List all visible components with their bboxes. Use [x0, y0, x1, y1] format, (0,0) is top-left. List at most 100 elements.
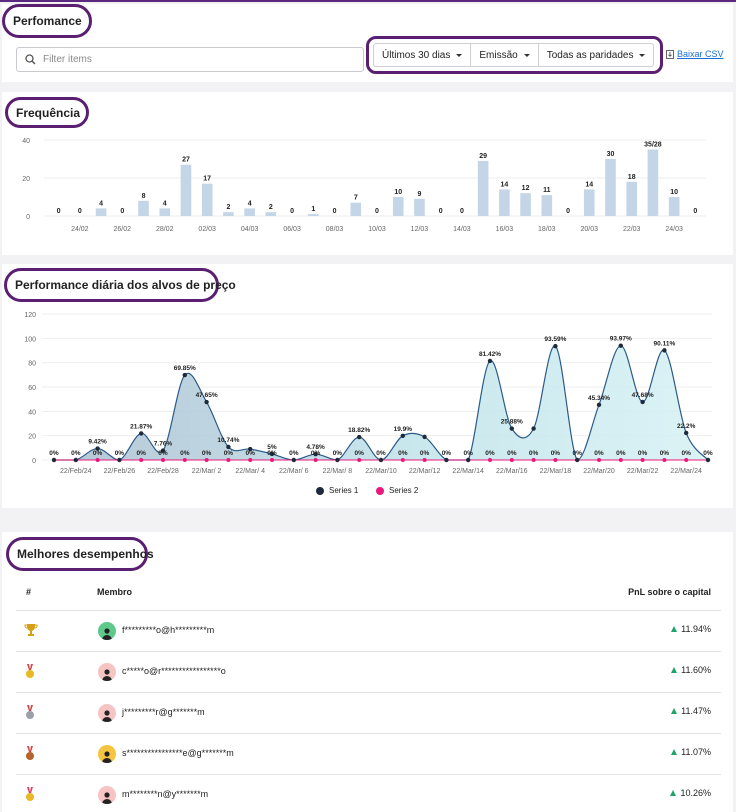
member-email: m********n@y*******m [122, 789, 209, 799]
series-2-point [248, 458, 253, 462]
legend-label: Series 2 [389, 486, 419, 495]
series-1-point [182, 372, 187, 378]
bar-value-label: 0 [439, 208, 443, 215]
series-2-data-label: 0% [267, 450, 277, 457]
download-csv-link[interactable]: Baixar CSV [666, 49, 724, 59]
bar-value-label: 0 [460, 208, 464, 215]
series-2-point [313, 458, 318, 462]
series-2-point [357, 458, 362, 462]
series-2-data-label: 0% [158, 450, 168, 457]
bar-value-label: 9 [417, 191, 421, 198]
emission-dropdown[interactable]: Emissão [470, 43, 539, 67]
period-dropdown[interactable]: Últimos 30 dias [373, 43, 472, 67]
search-input[interactable] [43, 54, 343, 65]
top-accent-line [0, 0, 736, 2]
bar-value-label: 0 [693, 208, 697, 215]
member-email: s****************e@g*******m [122, 748, 234, 758]
series-1-point [662, 348, 667, 353]
series-2-data-label: 0% [115, 450, 125, 457]
x-tick-label: 24/02 [71, 226, 89, 233]
series-2-point [618, 458, 623, 462]
bar-value-label: 10 [394, 189, 402, 196]
series-2-data-label: 0% [245, 450, 255, 457]
pnl-text: 11.47% [681, 706, 711, 716]
series-1-point [73, 457, 79, 463]
x-tick-label: 22/Mar/ 8 [323, 468, 353, 475]
member-email: f*********o@h*********m [122, 625, 215, 635]
performance-card: Performance diária dos alvos de preço 0 2… [2, 264, 733, 508]
bar [180, 164, 192, 216]
series-1-point [466, 457, 471, 463]
bar-value-label: 2 [269, 204, 273, 211]
series-2-point [270, 458, 274, 462]
series-1-point [51, 457, 57, 463]
table-row[interactable]: m********n@y*******m 10.26% [16, 774, 721, 812]
bar-value-label: 4 [163, 200, 167, 207]
bar-value-label: 2 [226, 204, 230, 211]
series-1-point [139, 431, 144, 436]
series-2-data-label: 0% [703, 450, 713, 457]
series-1-point [487, 358, 493, 364]
table-row[interactable]: j*********r@g*******m 11.47% [16, 692, 721, 733]
bar [499, 189, 510, 216]
bar [520, 193, 531, 216]
period-dropdown-label: Últimos 30 dias [382, 49, 451, 61]
series-1-data-label: 93.97% [610, 336, 632, 343]
series-2-data-label: 0% [681, 450, 691, 457]
member-email: c*****o@r*****************o [122, 666, 226, 676]
y-tick-label: 0 [32, 458, 36, 465]
x-tick-label: 18/03 [538, 226, 556, 233]
series-1-area [54, 345, 708, 460]
series-1-point [553, 343, 558, 349]
bar-value-label: 10 [670, 189, 678, 196]
table-row[interactable]: c*****o@r*****************o 11.60% [16, 651, 721, 692]
series-1-point [444, 457, 449, 463]
legend-series-2[interactable]: Series 2 [376, 486, 418, 495]
series-2-point [488, 458, 492, 462]
series-1-data-label: 81.42% [479, 351, 501, 358]
bar [647, 149, 659, 216]
series-1-data-label: 69.85% [174, 365, 196, 372]
x-tick-label: 24/03 [665, 226, 683, 233]
series-2-point [684, 458, 689, 462]
table-row[interactable]: f*********o@h*********m 11.94% [16, 610, 721, 651]
series-1-point [248, 446, 253, 452]
gold-medal-icon [24, 664, 38, 680]
pairs-dropdown[interactable]: Todas as paridades [537, 43, 655, 67]
bar [477, 160, 489, 216]
search-box[interactable] [16, 47, 364, 72]
page-title: Perfomance [2, 4, 92, 38]
y-tick-label: 80 [28, 361, 36, 368]
series-2-data-label: 0% [398, 450, 408, 457]
table-row[interactable]: s****************e@g*******m 11.07% [16, 733, 721, 774]
bar-value-label: 7 [354, 195, 358, 202]
column-rank: # [26, 587, 32, 597]
avatar [98, 745, 116, 763]
bar-value-label: 0 [290, 208, 294, 215]
series-1-data-label: 47.68% [632, 392, 654, 399]
series-2-data-label: 0% [572, 450, 582, 457]
download-icon [666, 49, 674, 59]
performance-title: Performance diária dos alvos de preço [4, 268, 236, 302]
series-1-point [313, 451, 318, 457]
series-1-point [684, 430, 689, 436]
series-1-data-label: 22.2% [677, 423, 696, 430]
legend-series-1[interactable]: Series 1 [316, 486, 358, 495]
bar [350, 202, 362, 216]
series-2-data-label: 0% [420, 450, 430, 457]
x-tick-label: 28/02 [156, 226, 174, 233]
download-csv-label: Baixar CSV [677, 49, 724, 59]
bar-value-label: 17 [203, 176, 211, 183]
y-tick-label: 40 [28, 409, 36, 416]
series-2-point [400, 458, 405, 462]
series-2-point [640, 458, 645, 462]
arrow-up-icon [671, 749, 678, 755]
series-1-data-label: 18.82% [348, 427, 370, 434]
user-icon [102, 628, 112, 640]
bar-value-label: 4 [99, 200, 103, 207]
bar [159, 208, 171, 216]
series-1-point [378, 457, 384, 463]
x-tick-label: 22/Mar/20 [583, 468, 615, 475]
legend-dot [376, 486, 384, 495]
